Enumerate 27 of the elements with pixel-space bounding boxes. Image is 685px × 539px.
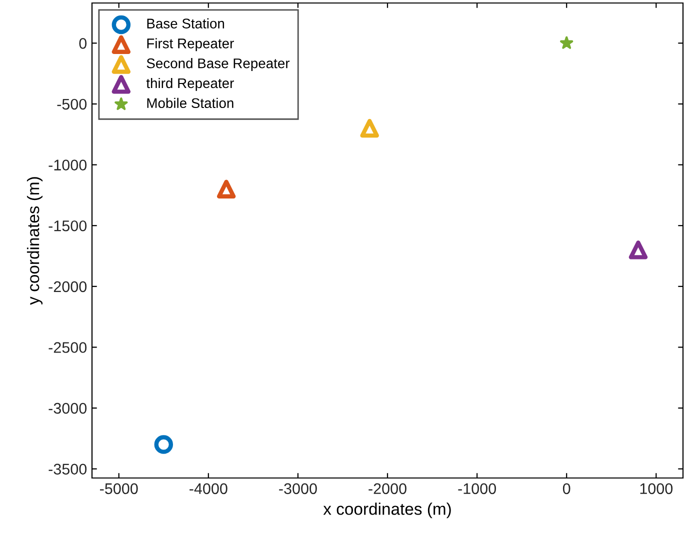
y-axis-title: y coordinates (m) xyxy=(26,177,43,305)
y-tick-label: -2500 xyxy=(48,342,87,353)
legend-label: Base Station xyxy=(147,18,224,28)
y-tick-label: -2000 xyxy=(48,281,87,292)
x-tick-label: 1000 xyxy=(640,483,673,494)
y-tick-label: -1000 xyxy=(48,160,87,170)
point xyxy=(216,180,236,198)
point xyxy=(560,36,574,49)
y-tick-label: -3500 xyxy=(48,464,87,475)
x-tick-label: 0 xyxy=(562,483,570,494)
x-tick-label: -4000 xyxy=(190,483,228,494)
legend-label: First Repeater xyxy=(147,38,234,52)
y-tick-label: -3000 xyxy=(48,402,87,414)
x-tick-label: -1000 xyxy=(458,483,496,494)
x-tick-label: -3000 xyxy=(279,483,317,494)
y-tick-label: -500 xyxy=(57,98,87,110)
y-tick-label: -1500 xyxy=(48,220,87,232)
x-tick-label: -2000 xyxy=(368,483,406,494)
point xyxy=(360,118,379,138)
x-axis-title: x coordinates (m) xyxy=(323,502,451,518)
point xyxy=(628,240,648,260)
legend-label: third Repeater xyxy=(146,78,234,91)
legend-label: Mobile Station xyxy=(147,98,234,108)
legend-label: Second Base Repeater xyxy=(146,58,290,72)
x-tick-label: -5000 xyxy=(100,483,138,494)
y-tick-label: 0 xyxy=(79,38,87,49)
point xyxy=(154,435,174,454)
